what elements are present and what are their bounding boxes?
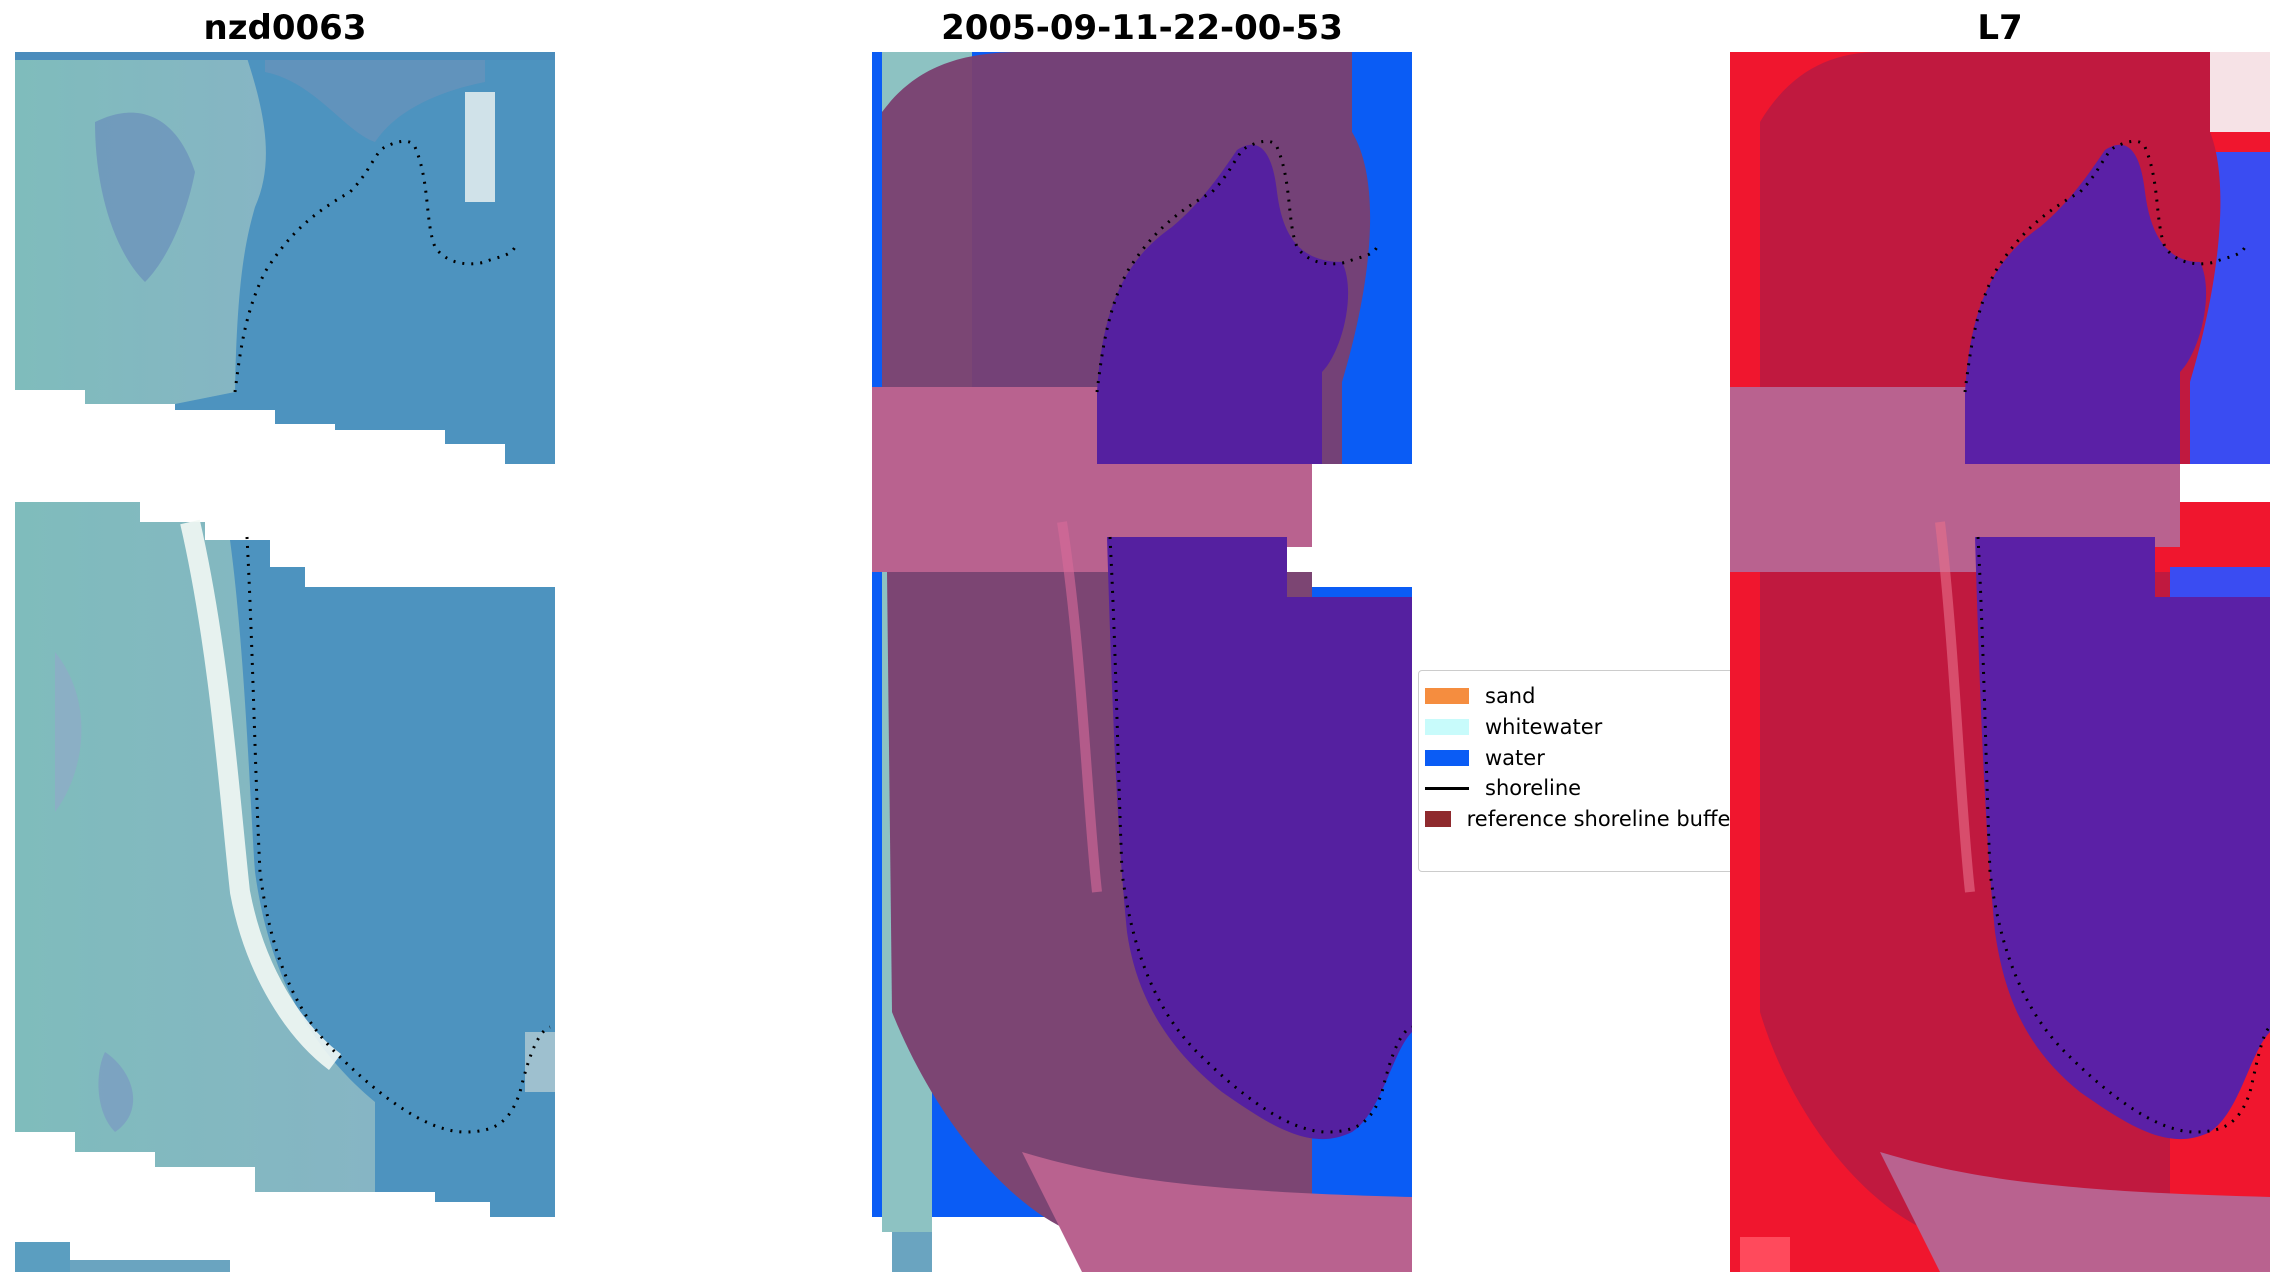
legend-label: shoreline <box>1485 776 1582 800</box>
l7-image <box>1730 52 2270 1272</box>
classified-image <box>872 52 1412 1272</box>
water-swatch <box>1425 750 1469 766</box>
left-panel-title: nzd0063 <box>203 8 367 48</box>
shoreline-line-swatch <box>1425 786 1469 790</box>
classification-panel <box>872 52 1412 1272</box>
legend-item-water: water <box>1419 743 1739 773</box>
l7-panel <box>1730 52 2270 1272</box>
rgb-image <box>15 52 555 1272</box>
legend-label: reference shoreline buffer <box>1466 807 1739 831</box>
legend-item-reference-buffer: reference shoreline buffer <box>1419 804 1739 834</box>
right-panel-title: L7 <box>1977 8 2023 48</box>
whitewater-swatch <box>1425 719 1469 735</box>
reference-buffer-swatch <box>1425 811 1451 827</box>
middle-panel-title: 2005-09-11-22-00-53 <box>941 8 1343 48</box>
legend-item-sand: sand <box>1419 681 1739 711</box>
sand-swatch <box>1425 688 1469 704</box>
rgb-image-panel <box>15 52 555 1272</box>
lower-shoreline <box>1976 536 2270 1134</box>
legend: sand whitewater water shoreline referenc… <box>1418 670 1740 872</box>
legend-label: water <box>1485 746 1545 770</box>
legend-label: whitewater <box>1485 715 1603 739</box>
legend-item-shoreline: shoreline <box>1419 773 1739 803</box>
lower-shoreline <box>245 536 551 1134</box>
lower-shoreline <box>1108 536 1412 1134</box>
legend-item-whitewater: whitewater <box>1419 712 1739 742</box>
legend-label: sand <box>1485 684 1536 708</box>
